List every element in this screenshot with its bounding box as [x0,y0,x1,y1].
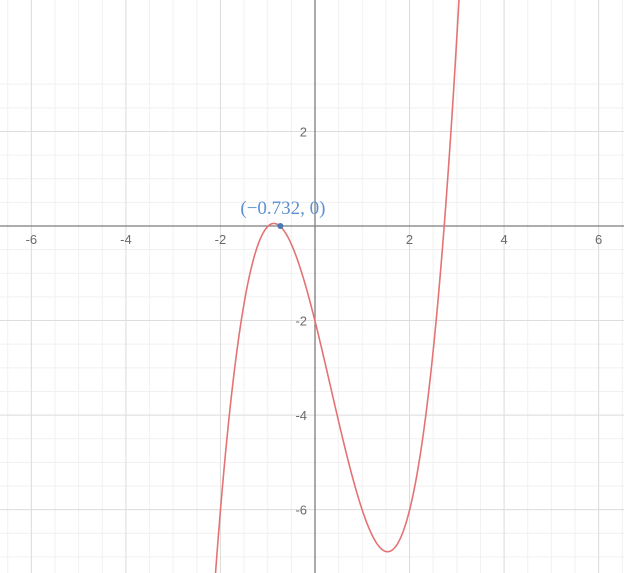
chart-svg: -6 -4 -2 2 4 6 2 -2 -4 -6 (−0.732, 0) [0,0,624,573]
cubic-root-chart: -6 -4 -2 2 4 6 2 -2 -4 -6 (−0.732, 0) [0,0,624,573]
y-tick-label: -2 [295,314,307,329]
x-tick-label: -4 [120,232,132,247]
root-point-label: (−0.732, 0) [240,198,325,219]
chart-bg [0,0,624,573]
root-point [277,223,283,229]
y-tick-label: -6 [295,503,307,518]
y-tick-label: -4 [295,408,307,423]
y-tick-label: 2 [300,124,307,139]
x-tick-label: 2 [406,232,413,247]
x-tick-label: -6 [26,232,38,247]
x-tick-label: 4 [500,232,507,247]
x-tick-label: 6 [595,232,602,247]
x-tick-label: -2 [215,232,227,247]
